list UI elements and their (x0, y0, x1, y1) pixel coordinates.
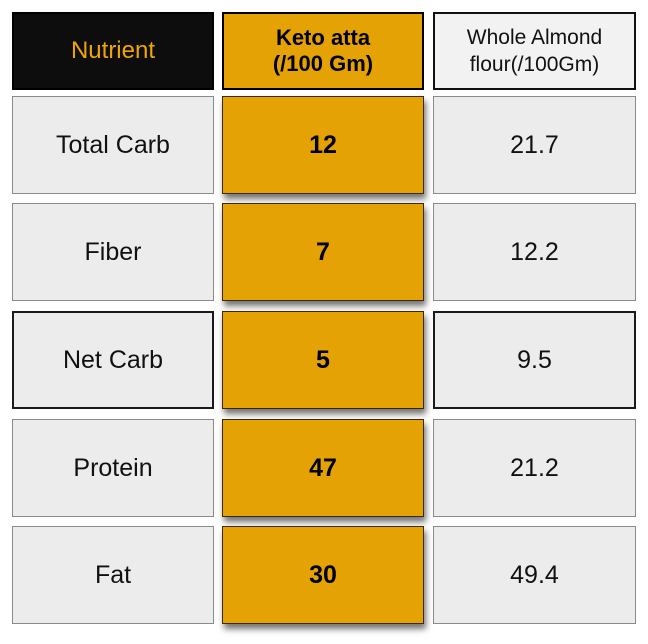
almond-value: 21.2 (510, 453, 559, 482)
nutrient-cell: Fiber (12, 203, 214, 301)
nutrient-label: Protein (73, 453, 153, 482)
header-almond-flour: Whole Almond flour(/100Gm) (433, 12, 636, 90)
keto-value-cell: 30 (222, 526, 424, 624)
keto-value: 30 (309, 560, 337, 589)
keto-value: 7 (316, 237, 330, 266)
keto-value-cell: 7 (222, 203, 424, 301)
header-keto-line1: Keto atta (275, 24, 371, 50)
nutrient-cell: Fat (12, 526, 214, 624)
nutrient-label: Net Carb (62, 345, 164, 374)
keto-value-cell: 47 (222, 419, 424, 517)
almond-value: 9.5 (517, 345, 552, 374)
keto-value: 12 (309, 130, 337, 159)
almond-value-cell: 49.4 (433, 526, 636, 624)
keto-value: 5 (316, 345, 330, 374)
almond-value-cell: 9.5 (433, 311, 636, 409)
header-keto-line2: (/100 Gm) (272, 51, 374, 76)
nutrient-label: Total Carb (56, 130, 170, 159)
nutrient-label: Fiber (84, 237, 142, 266)
header-nutrient-label: Nutrient (70, 37, 156, 64)
nutrient-label: Fat (94, 560, 132, 589)
almond-value: 12.2 (510, 237, 559, 266)
header-almond-line2: flour(/100Gm) (469, 53, 600, 76)
nutrient-cell: Total Carb (12, 96, 214, 194)
keto-value-cell: 5 (222, 311, 424, 409)
header-almond-line1: Whole Almond (466, 25, 603, 49)
header-nutrient: Nutrient (12, 12, 214, 90)
keto-value-cell: 12 (222, 96, 424, 194)
nutrient-cell: Protein (12, 419, 214, 517)
almond-value-cell: 21.7 (433, 96, 636, 194)
nutrient-cell: Net Carb (12, 311, 214, 409)
almond-value-cell: 21.2 (433, 419, 636, 517)
keto-value: 47 (309, 453, 337, 482)
almond-value: 49.4 (510, 560, 559, 589)
header-keto-atta: Keto atta (/100 Gm) (222, 12, 424, 90)
almond-value: 21.7 (510, 130, 559, 159)
almond-value-cell: 12.2 (433, 203, 636, 301)
